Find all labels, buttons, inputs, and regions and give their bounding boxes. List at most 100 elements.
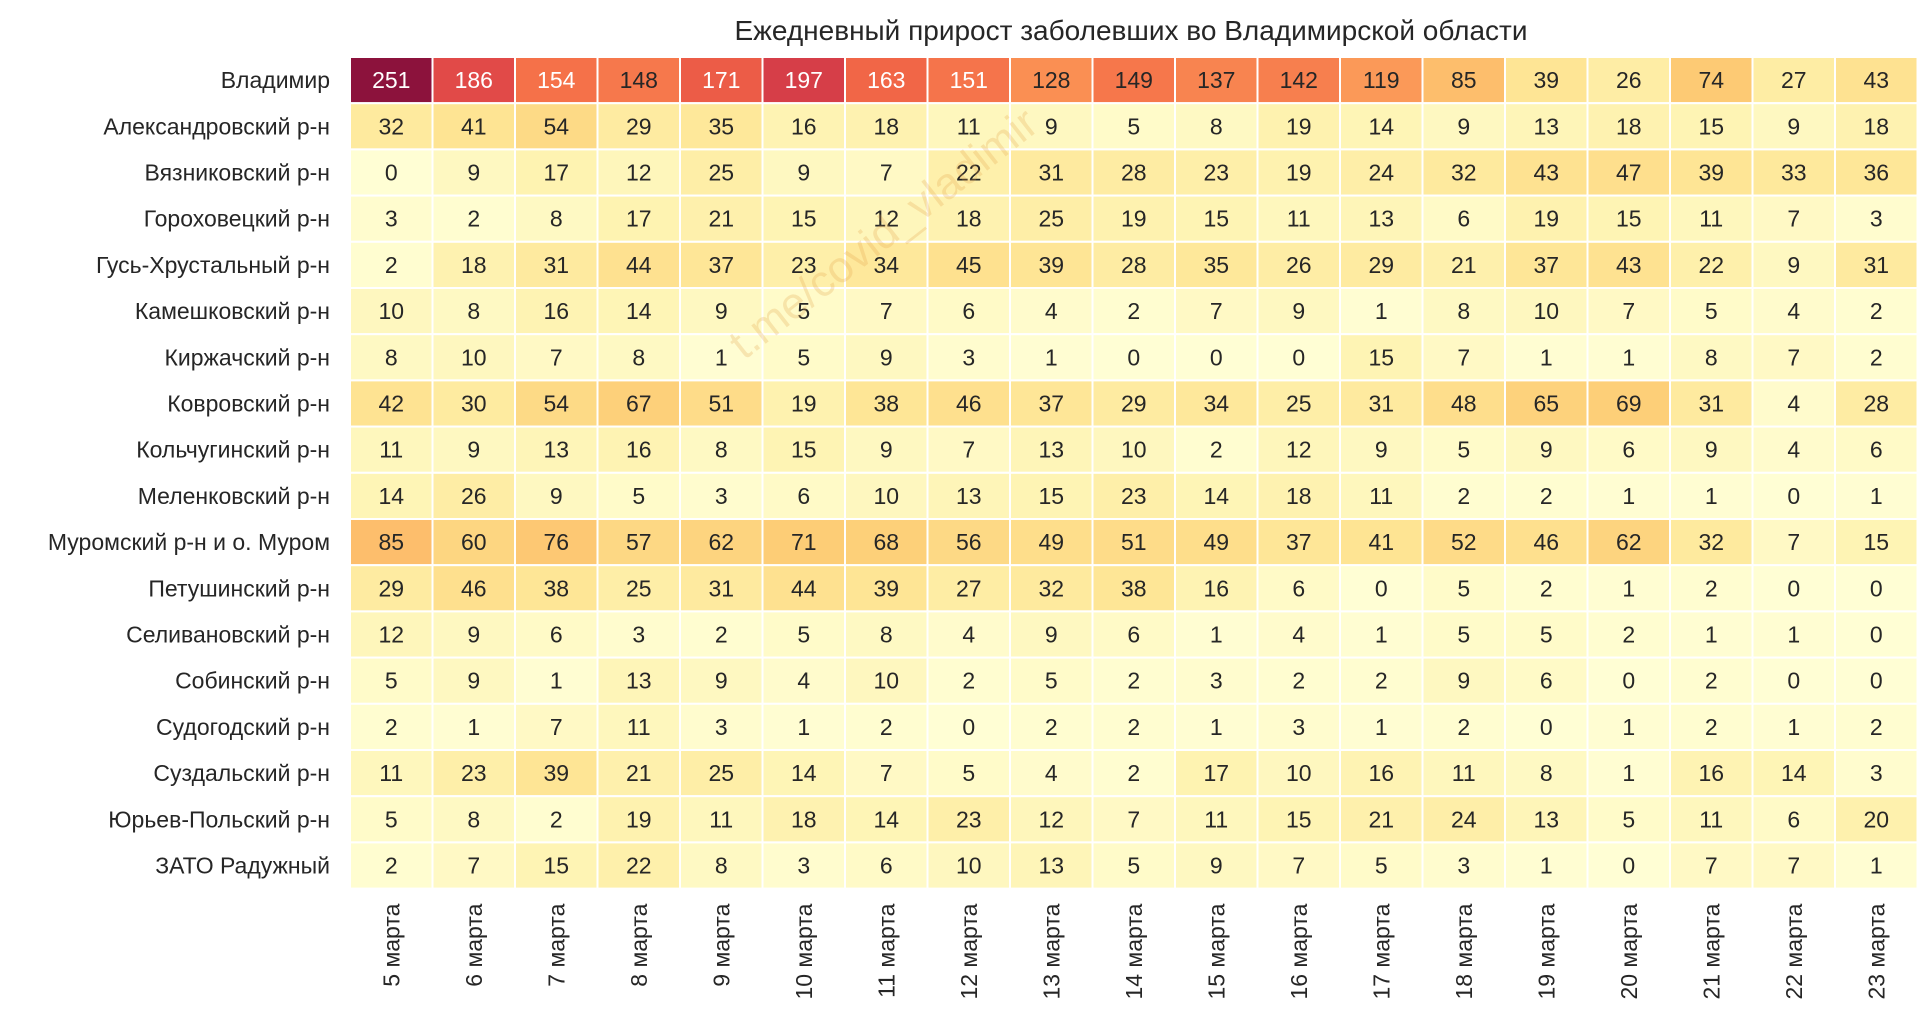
cell-value-label: 43 <box>1616 252 1642 278</box>
heatmap-cell <box>1091 564 1176 613</box>
heatmap-cell <box>1009 702 1094 751</box>
heatmap-cell <box>514 564 599 613</box>
cell-value-label: 31 <box>1038 160 1064 186</box>
column-label: 13 марта <box>1038 903 1064 999</box>
cell-value-label: 9 <box>467 437 480 463</box>
cell-value-label: 10 <box>873 483 899 509</box>
cell-value-label: 18 <box>956 206 982 232</box>
cell-value-label: 12 <box>1286 437 1312 463</box>
heatmap-cell <box>679 656 764 705</box>
cell-value-label: 9 <box>1787 113 1800 139</box>
heatmap-cell <box>1669 379 1754 428</box>
heatmap-cell <box>844 333 929 382</box>
column-label: 18 марта <box>1451 903 1477 999</box>
heatmap-cell <box>1669 56 1754 105</box>
cell-value-label: 14 <box>873 806 899 832</box>
cell-value-label: 15 <box>791 437 817 463</box>
cell-value-label: 51 <box>708 391 734 417</box>
cell-value-label: 14 <box>1368 113 1394 139</box>
cell-value-label: 3 <box>715 483 728 509</box>
cell-value-label: 13 <box>1533 806 1559 832</box>
cell-value-label: 0 <box>1870 622 1883 648</box>
cell-value-label: 32 <box>378 113 404 139</box>
cell-value-label: 11 <box>957 113 981 139</box>
cell-value-label: 0 <box>1210 344 1223 370</box>
cell-value-label: 11 <box>1699 206 1723 232</box>
heatmap-cell <box>1174 795 1259 844</box>
heatmap-cells <box>349 56 1919 890</box>
heatmap-cell <box>349 564 434 613</box>
cell-value-label: 8 <box>1457 298 1470 324</box>
cell-value-label: 6 <box>1870 437 1883 463</box>
heatmap-cell <box>1586 425 1671 474</box>
cell-value-label: 19 <box>1286 160 1312 186</box>
cell-value-label: 2 <box>1045 714 1058 740</box>
cell-value-label: 9 <box>1045 622 1058 648</box>
cell-value-label: 4 <box>1045 760 1058 786</box>
cell-value-label: 2 <box>1705 714 1718 740</box>
heatmap-cell-labels: 251 186 154 148 171 197 163 151 128 149 137 142 119 8… <box>372 67 1889 878</box>
cell-value-label: 65 <box>1533 391 1559 417</box>
heatmap-cell <box>431 564 516 613</box>
heatmap-cell <box>349 333 434 382</box>
heatmap-cell <box>349 518 434 567</box>
cell-value-label: 1 <box>1705 483 1718 509</box>
heatmap-cell <box>1669 471 1754 520</box>
cell-value-label: 26 <box>461 483 487 509</box>
heatmap-cell <box>349 610 434 659</box>
heatmap-cell <box>1256 841 1341 890</box>
cell-value-label: 6 <box>1622 437 1635 463</box>
heatmap-cell <box>349 795 434 844</box>
cell-value-label: 2 <box>715 622 728 648</box>
cell-value-label: 36 <box>1863 160 1889 186</box>
cell-value-label: 3 <box>385 206 398 232</box>
cell-value-label: 11 <box>1452 760 1476 786</box>
heatmap-cell <box>1091 795 1176 844</box>
cell-value-label: 32 <box>1698 529 1724 555</box>
heatmap-cell <box>596 656 681 705</box>
heatmap-cell <box>1256 795 1341 844</box>
cell-value-label: 6 <box>962 298 975 324</box>
heatmap-cell <box>1091 425 1176 474</box>
cell-value-label: 5 <box>1457 622 1470 648</box>
heatmap-cell <box>1834 425 1919 474</box>
cell-value-label: 12 <box>1038 806 1064 832</box>
cell-value-label: 4 <box>962 622 975 648</box>
cell-value-label: 9 <box>715 298 728 324</box>
cell-value-label: 2 <box>1705 575 1718 601</box>
cell-value-label: 46 <box>461 575 487 601</box>
heatmap-cell <box>1091 148 1176 197</box>
heatmap-cell <box>1421 795 1506 844</box>
cell-value-label: 5 <box>1705 298 1718 324</box>
cell-value-label: 1 <box>1622 344 1635 370</box>
cell-value-label: 1 <box>715 344 728 370</box>
cell-value-label: 10 <box>461 344 487 370</box>
heatmap-cell <box>1009 425 1094 474</box>
cell-value-label: 14 <box>791 760 817 786</box>
heatmap-cell <box>1751 102 1836 151</box>
cell-value-label: 0 <box>1375 575 1388 601</box>
cell-value-label: 0 <box>1787 575 1800 601</box>
cell-value-label: 11 <box>1369 483 1393 509</box>
heatmap-cell <box>1504 194 1589 243</box>
cell-value-label: 7 <box>1787 853 1800 879</box>
heatmap-cell <box>1091 194 1176 243</box>
cell-value-label: 2 <box>1457 714 1470 740</box>
cell-value-label: 1 <box>1375 714 1388 740</box>
cell-value-label: 31 <box>708 575 734 601</box>
cell-value-label: 9 <box>1457 113 1470 139</box>
cell-value-label: 11 <box>379 760 403 786</box>
cell-value-label: 2 <box>1127 298 1140 324</box>
cell-value-label: 2 <box>1127 760 1140 786</box>
cell-value-label: 19 <box>1121 206 1147 232</box>
heatmap-cell <box>761 795 846 844</box>
cell-value-label: 12 <box>873 206 899 232</box>
column-label: 19 марта <box>1533 903 1559 999</box>
heatmap-cell <box>1009 610 1094 659</box>
cell-value-label: 5 <box>1540 622 1553 648</box>
cell-value-label: 2 <box>1870 298 1883 324</box>
heatmap-cell <box>1504 148 1589 197</box>
cell-value-label: 8 <box>632 344 645 370</box>
cell-value-label: 1 <box>1210 714 1223 740</box>
cell-value-label: 0 <box>1870 668 1883 694</box>
